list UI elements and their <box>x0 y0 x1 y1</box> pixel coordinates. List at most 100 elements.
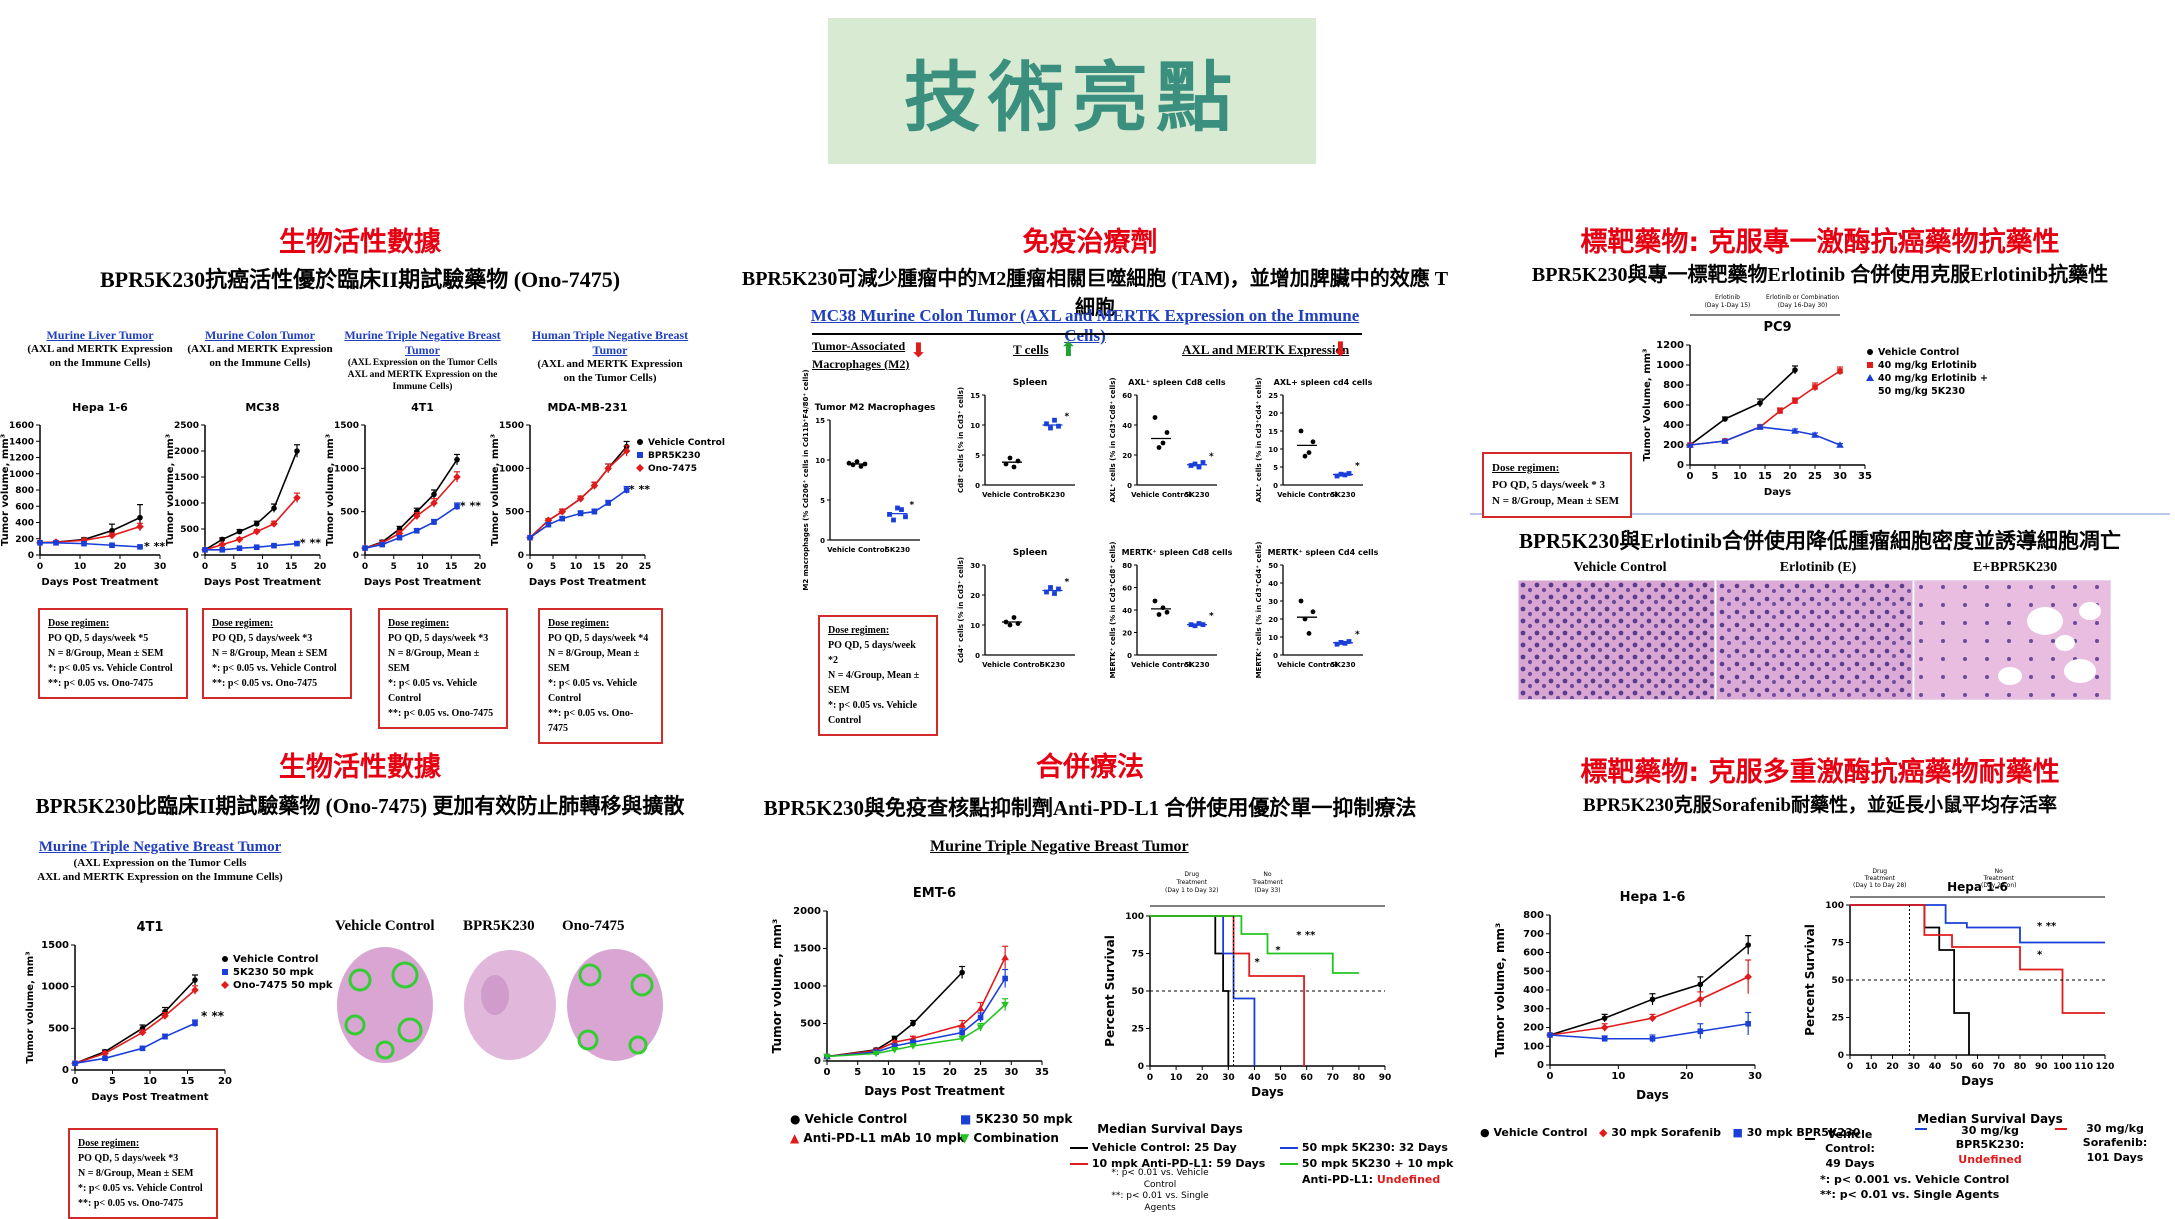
series-line <box>364 505 458 549</box>
p5-subheading: BPR5K230與免疫查核點抑制劑Anti-PD-L1 合併使用優於單一抑制療法 <box>763 796 1417 820</box>
p5-legend-2: ■ 5K230 50 mpk ▼ Combination <box>960 1110 1072 1148</box>
legend-label: BPR5K230 <box>648 451 700 461</box>
data-point <box>137 514 143 521</box>
data-point <box>891 517 896 523</box>
y-tick-label: 10 <box>970 422 980 430</box>
data-point <box>271 505 277 511</box>
x-tick-label: 25 <box>974 1067 988 1078</box>
data-point <box>1792 398 1798 404</box>
data-point <box>887 512 892 517</box>
category-label: Vehicle Control <box>1131 661 1191 669</box>
x-tick-label: 30 <box>1833 471 1847 482</box>
survival-curve <box>1850 904 2105 944</box>
p4-heading: 生物活性數據 <box>279 752 441 783</box>
chart-title: EMT-6 <box>913 886 956 901</box>
y-tick-label: 1500 <box>334 421 359 431</box>
data-point <box>252 527 261 536</box>
x-tick-label: 70 <box>1327 1073 1340 1083</box>
y-tick-label: 500 <box>180 525 199 535</box>
data-point <box>1298 598 1304 604</box>
lung-vehicle <box>337 947 433 1063</box>
category-label: 5K230 <box>1331 491 1356 499</box>
x-tick-label: 15 <box>593 562 606 572</box>
category-label: 5K230 <box>1185 491 1210 499</box>
data-point <box>1011 464 1017 470</box>
x-tick-label: 25 <box>1808 471 1822 482</box>
y-tick-label: 1000 <box>9 470 34 480</box>
data-point <box>590 481 599 490</box>
sig-label: * ** <box>300 537 321 550</box>
legend-label: Vehicle Control <box>648 438 725 448</box>
legend-label: 40 mg/kg Erlotinib <box>1878 360 1977 371</box>
sig-label: * <box>1254 957 1260 968</box>
y-tick-label: 0 <box>1537 1060 1544 1071</box>
p1-model-title-2: Murine Colon Tumor (AXL and MERTK Expres… <box>187 328 333 369</box>
x-tick-label: 20 <box>1886 1062 1899 1072</box>
p3-hist-title: BPR5K230與Erlotinib合併使用降低腫瘤細胞密度並誘導細胞凋亡 <box>1518 529 2121 553</box>
p6-median-sora: 30 mg/kg Sorafenib: 101 Days <box>2082 1122 2148 1164</box>
data-point <box>1192 461 1198 467</box>
p2-axl-head: AXL and MERTK Expression <box>1182 342 1350 357</box>
y-tick-label: 75 <box>1831 939 1844 949</box>
p3-heading: 標靶藥物: 克服專一激酶抗癌藥物抗藥性 <box>1580 227 2060 258</box>
y-axis-label: AXL⁺ cells (% in Cd3⁺Cd4⁺ cells) <box>1255 377 1263 502</box>
data-point <box>1334 641 1340 647</box>
y-tick-label: 20 <box>1122 452 1132 460</box>
p1-model-title-4: Human Triple Negative Breast Tumor (AXL … <box>531 328 689 384</box>
bracket-label-1: Drug <box>1184 871 1199 878</box>
chart-title: AXL⁺ spleen Cd8 cells <box>1128 378 1226 387</box>
bracket-label-2: No <box>1995 868 2003 875</box>
series-line <box>1689 370 1841 446</box>
data-point <box>453 473 461 481</box>
title-banner: 技術亮點 <box>828 18 1316 164</box>
data-point <box>1601 1015 1608 1021</box>
x-tick-label: 0 <box>1847 1062 1853 1072</box>
y-tick-label: 0 <box>1677 460 1684 471</box>
data-point <box>1346 639 1352 644</box>
x-tick-label: 30 <box>154 562 167 572</box>
p5-legend-antipdl1: ▲ Anti-PD-L1 mAb 10 mpk <box>790 1131 965 1146</box>
chart-title: AXL+ spleen cd4 cells <box>1274 378 1373 387</box>
x-tick-label: 70 <box>1992 1062 2005 1072</box>
data-point <box>1052 591 1057 596</box>
data-point <box>162 1033 168 1040</box>
y-tick-label: 10 <box>1268 446 1278 454</box>
data-point <box>858 464 864 469</box>
x-tick-label: 20 <box>474 562 487 572</box>
data-point <box>253 521 260 527</box>
data-point <box>1007 455 1013 461</box>
data-point <box>294 540 300 547</box>
data-point <box>37 540 43 546</box>
survival-curve <box>1850 904 2105 1014</box>
data-point <box>1196 621 1202 626</box>
lung-label-3: Ono-7475 <box>562 918 625 934</box>
x-tick-label: 20 <box>114 562 127 572</box>
y-axis-label: Cd8⁺ cells (% in Cd3⁺ cells) <box>957 387 965 493</box>
data-point <box>527 534 533 541</box>
x-tick-label: 25 <box>639 562 652 572</box>
bracket-label-1: Erlotinib <box>1715 294 1740 301</box>
y-tick-label: 500 <box>800 1019 821 1030</box>
data-point <box>431 491 437 498</box>
chart-hepa16: 0 200 400 600 800 1000 1200 1400 1600 0 10 20 30 Hepa… <box>0 401 167 588</box>
bracket-label-2: Erlotinib or Combination <box>1766 294 1839 301</box>
x-tick-label: 15 <box>285 562 298 572</box>
p5-notes: *: p< 0.01 vs. Vehicle Control **: p< 0.01… <box>1111 1168 1209 1214</box>
x-tick-label: 15 <box>445 562 458 572</box>
sig-label: * ** <box>144 540 165 553</box>
p1-dose-box-3: Dose regimen: PO QD, 5 days/week *3 N = 8/… <box>378 608 508 729</box>
y-tick-label: 800 <box>1663 380 1684 391</box>
data-point <box>101 1049 109 1058</box>
chart-axl-cd8: 0 20 40 60 AXL⁺ spleen Cd8 cells AXL⁺ cells (… <box>1109 377 1226 502</box>
x-tick-label: 60 <box>1971 1062 1984 1072</box>
x-tick-label: 0 <box>1547 1071 1554 1082</box>
up-arrow-icon: ⬆ <box>1060 337 1077 361</box>
data-point <box>1836 441 1844 448</box>
data-point <box>1306 450 1312 455</box>
y-tick-label: 0 <box>28 551 34 561</box>
y-tick-label: 400 <box>15 519 34 529</box>
y-tick-label: 0 <box>193 551 199 561</box>
chart-title: Tumor M2 Macrophages <box>815 403 936 413</box>
x-tick-label: 35 <box>1035 1067 1049 1078</box>
y-tick-label: 2000 <box>174 447 199 457</box>
